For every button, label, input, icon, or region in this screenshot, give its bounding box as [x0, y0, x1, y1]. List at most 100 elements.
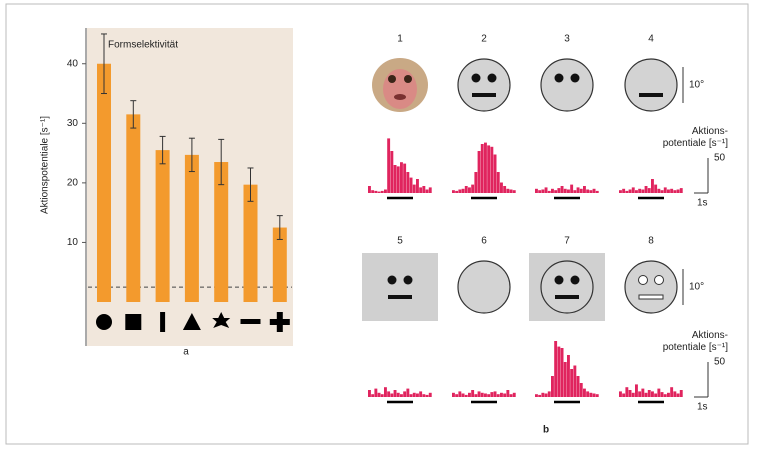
histogram-bin: [455, 190, 459, 193]
histogram-bin: [425, 394, 429, 397]
histogram-bin: [422, 186, 426, 193]
histogram-bin: [535, 188, 538, 193]
bar: [272, 227, 287, 302]
histogram-bin: [551, 188, 554, 193]
y-tick-label: 20: [67, 178, 79, 189]
histogram-bin: [468, 187, 471, 193]
histogram-bin: [589, 392, 593, 397]
histogram-bin: [595, 394, 599, 397]
histogram-bin: [461, 188, 465, 193]
histogram-bin: [387, 138, 391, 193]
histogram-bin: [474, 172, 478, 193]
histogram-bin: [474, 394, 478, 397]
histogram-bin: [419, 187, 423, 193]
histogram-bin: [412, 184, 416, 193]
histogram-bin: [490, 146, 494, 193]
histogram-bin: [679, 188, 683, 193]
histogram-bin: [400, 162, 403, 193]
histogram-bin: [670, 387, 674, 397]
histogram-bin: [396, 166, 400, 193]
histogram-bin: [622, 393, 626, 397]
histogram-bin: [384, 387, 387, 397]
histogram-bin: [390, 393, 394, 397]
histogram-bin: [625, 387, 629, 397]
histogram-bin: [538, 190, 542, 193]
histogram-bin: [452, 392, 455, 397]
histogram-bin: [387, 391, 391, 397]
histogram-bin: [589, 190, 593, 193]
stimulus-number: 1: [397, 34, 403, 45]
histogram-bin: [471, 390, 475, 397]
time-label: 1s: [697, 402, 708, 413]
histogram-bin: [631, 187, 635, 193]
histogram-bin: [509, 394, 513, 397]
histogram-bin: [638, 188, 642, 193]
histogram-bin: [635, 190, 638, 193]
histogram-bin: [628, 189, 632, 193]
histogram-bin: [500, 182, 503, 193]
histogram-bin: [506, 390, 510, 397]
histogram-bin: [660, 392, 664, 397]
histogram-bin: [468, 392, 471, 397]
histogram-bin: [419, 391, 423, 397]
histogram-bin: [484, 142, 487, 193]
histogram-bin: [663, 394, 667, 397]
histogram-bin: [554, 190, 558, 193]
histogram-bin: [428, 187, 432, 193]
histogram-bin: [409, 177, 413, 193]
histogram-bin: [654, 184, 658, 193]
histogram-bin: [393, 390, 397, 397]
histogram-bin: [512, 190, 516, 193]
histogram-bin: [409, 394, 413, 397]
stimulus: [529, 253, 605, 321]
histogram-bin: [371, 190, 375, 193]
histogram-bin: [667, 189, 670, 193]
histogram-bin: [673, 391, 677, 397]
histogram-bin: [471, 184, 475, 193]
histogram-bin: [403, 391, 407, 397]
histogram-bin: [425, 189, 429, 193]
histogram-bin: [477, 391, 481, 397]
category-shape: [269, 312, 290, 332]
histogram-bin: [583, 388, 586, 397]
histogram-bin: [541, 189, 545, 193]
histogram-bin: [393, 165, 397, 193]
histogram-bin: [403, 163, 407, 193]
histogram-bin: [484, 393, 487, 397]
histogram-bin: [380, 190, 384, 193]
category-shape: [182, 313, 201, 330]
histogram-bin: [422, 394, 426, 397]
histogram-bin: [557, 346, 561, 397]
histogram-bin: [557, 188, 561, 193]
bar: [155, 150, 170, 302]
histogram-bin: [535, 394, 538, 397]
histogram-bin: [573, 365, 577, 397]
histogram-bin: [416, 179, 419, 193]
histogram-bin: [628, 390, 632, 397]
histogram-bin: [579, 383, 583, 397]
histogram-bin: [651, 391, 654, 397]
histogram-bin: [544, 187, 548, 193]
histogram-bin: [544, 393, 548, 397]
histogram-bin: [452, 190, 455, 193]
frame: [5, 3, 749, 445]
histogram-bin: [496, 394, 500, 397]
histogram-bin: [477, 151, 481, 193]
histogram-bin: [500, 392, 503, 397]
histogram-bin: [570, 184, 574, 193]
stimulus: [362, 253, 438, 321]
histogram-bin: [619, 190, 622, 193]
histogram-bin: [458, 391, 462, 397]
category-shape: [96, 314, 112, 330]
bar: [214, 162, 229, 302]
histogram-bin: [592, 188, 596, 193]
stimulus: [372, 58, 428, 112]
histogram-bin: [368, 186, 371, 193]
time-label: 1s: [697, 198, 708, 209]
histogram-bin: [641, 388, 645, 397]
histogram-bin: [490, 392, 494, 397]
size-label: 10°: [689, 282, 704, 293]
histogram-bin: [538, 394, 542, 397]
rate-label: Aktions-potentiale [s⁻¹]: [663, 330, 729, 353]
histogram-bin: [619, 391, 622, 397]
